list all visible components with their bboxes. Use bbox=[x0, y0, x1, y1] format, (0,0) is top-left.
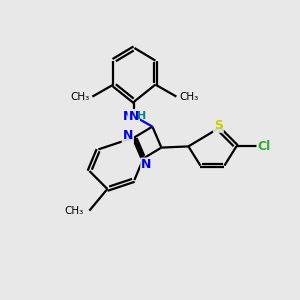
Text: N: N bbox=[123, 110, 133, 123]
Text: CH₃: CH₃ bbox=[179, 92, 199, 102]
Text: H: H bbox=[137, 111, 146, 121]
Text: Cl: Cl bbox=[257, 140, 271, 153]
Text: N: N bbox=[141, 158, 152, 172]
Text: S: S bbox=[214, 119, 223, 132]
Text: CH₃: CH₃ bbox=[70, 92, 89, 102]
Text: N: N bbox=[123, 129, 133, 142]
Text: N: N bbox=[129, 110, 139, 123]
Text: CH₃: CH₃ bbox=[65, 206, 84, 216]
